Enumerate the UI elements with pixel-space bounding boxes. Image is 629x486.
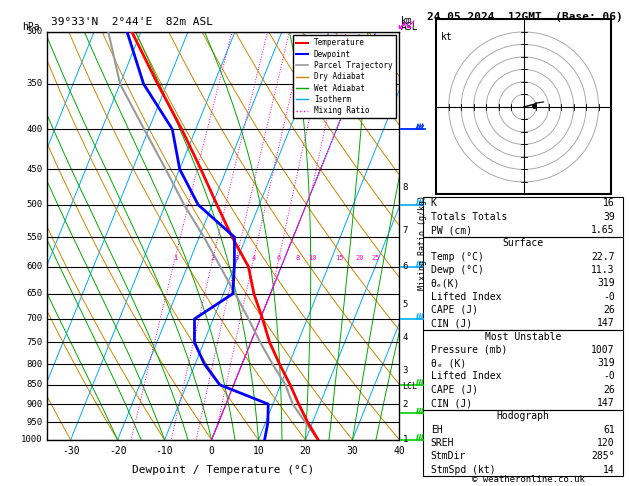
Text: 120: 120 xyxy=(597,438,615,448)
Text: 450: 450 xyxy=(26,165,43,174)
Text: EH: EH xyxy=(431,425,442,434)
Text: 8: 8 xyxy=(296,255,299,261)
Text: 800: 800 xyxy=(26,360,43,369)
Legend: Temperature, Dewpoint, Parcel Trajectory, Dry Adiabat, Wet Adiabat, Isotherm, Mi: Temperature, Dewpoint, Parcel Trajectory… xyxy=(293,35,396,118)
Text: Surface: Surface xyxy=(502,239,543,248)
Text: Pressure (mb): Pressure (mb) xyxy=(431,345,507,355)
Text: Most Unstable: Most Unstable xyxy=(484,331,561,342)
Text: 15: 15 xyxy=(336,255,344,261)
Text: Dewp (°C): Dewp (°C) xyxy=(431,265,484,275)
Text: Mixing Ratio (g/kg): Mixing Ratio (g/kg) xyxy=(418,195,427,291)
Text: 4: 4 xyxy=(403,333,408,342)
Text: 39: 39 xyxy=(603,212,615,222)
Text: 4: 4 xyxy=(252,255,256,261)
Text: 1000: 1000 xyxy=(21,435,43,444)
Text: -0: -0 xyxy=(603,371,615,382)
Text: 319: 319 xyxy=(597,358,615,368)
Text: 20: 20 xyxy=(299,446,311,456)
Text: 650: 650 xyxy=(26,289,43,298)
Text: 147: 147 xyxy=(597,318,615,328)
Text: StmDir: StmDir xyxy=(431,451,466,461)
Text: 6: 6 xyxy=(403,262,408,271)
Text: 22.7: 22.7 xyxy=(591,252,615,262)
Text: 20: 20 xyxy=(356,255,364,261)
Text: 1.65: 1.65 xyxy=(591,225,615,235)
Bar xyxy=(423,237,623,330)
Text: 3: 3 xyxy=(235,255,238,261)
Text: 16: 16 xyxy=(603,198,615,208)
Text: 600: 600 xyxy=(26,262,43,271)
Text: hPa: hPa xyxy=(22,22,40,32)
Text: 26: 26 xyxy=(603,305,615,315)
Text: LCL: LCL xyxy=(403,382,418,391)
Bar xyxy=(423,197,623,237)
Text: K: K xyxy=(431,198,437,208)
Text: km: km xyxy=(401,16,413,26)
Text: 285°: 285° xyxy=(591,451,615,461)
Text: 39°33'N  2°44'E  82m ASL: 39°33'N 2°44'E 82m ASL xyxy=(51,17,213,27)
Text: Lifted Index: Lifted Index xyxy=(431,292,501,302)
Text: 10: 10 xyxy=(308,255,316,261)
Text: 26: 26 xyxy=(603,385,615,395)
Text: 500: 500 xyxy=(26,200,43,209)
Bar xyxy=(423,330,623,410)
Text: 24.05.2024  12GMT  (Base: 06): 24.05.2024 12GMT (Base: 06) xyxy=(427,12,623,22)
Text: Lifted Index: Lifted Index xyxy=(431,371,501,382)
Text: 8: 8 xyxy=(403,183,408,192)
Text: 0: 0 xyxy=(209,446,214,456)
Text: 900: 900 xyxy=(26,399,43,409)
Text: 61: 61 xyxy=(603,425,615,434)
Text: 400: 400 xyxy=(26,124,43,134)
Text: Dewpoint / Temperature (°C): Dewpoint / Temperature (°C) xyxy=(132,465,314,475)
Text: 750: 750 xyxy=(26,338,43,347)
Text: θₑ(K): θₑ(K) xyxy=(431,278,460,288)
Text: 300: 300 xyxy=(26,27,43,36)
Text: -20: -20 xyxy=(109,446,126,456)
Text: Hodograph: Hodograph xyxy=(496,411,549,421)
Text: Totals Totals: Totals Totals xyxy=(431,212,507,222)
Text: CIN (J): CIN (J) xyxy=(431,318,472,328)
Bar xyxy=(423,410,623,476)
Text: StmSpd (kt): StmSpd (kt) xyxy=(431,465,495,475)
Text: -10: -10 xyxy=(156,446,174,456)
Text: CAPE (J): CAPE (J) xyxy=(431,305,477,315)
Text: CAPE (J): CAPE (J) xyxy=(431,385,477,395)
Text: ↙: ↙ xyxy=(404,17,416,31)
Text: 25: 25 xyxy=(372,255,381,261)
Text: 700: 700 xyxy=(26,314,43,323)
Text: 1: 1 xyxy=(403,435,408,444)
Text: 3: 3 xyxy=(403,366,408,375)
Text: -30: -30 xyxy=(62,446,79,456)
Text: 30: 30 xyxy=(347,446,359,456)
Text: PW (cm): PW (cm) xyxy=(431,225,472,235)
Text: SREH: SREH xyxy=(431,438,454,448)
Text: kt: kt xyxy=(441,32,453,42)
Text: © weatheronline.co.uk: © weatheronline.co.uk xyxy=(472,474,585,484)
Text: 319: 319 xyxy=(597,278,615,288)
Text: ASL: ASL xyxy=(401,22,419,32)
Text: 10: 10 xyxy=(253,446,264,456)
Text: 2: 2 xyxy=(403,399,408,409)
Text: 1: 1 xyxy=(173,255,177,261)
Text: 550: 550 xyxy=(26,233,43,242)
Text: 950: 950 xyxy=(26,418,43,427)
Text: 40: 40 xyxy=(394,446,405,456)
Text: 350: 350 xyxy=(26,79,43,88)
Text: 850: 850 xyxy=(26,380,43,389)
Text: ↙: ↙ xyxy=(396,20,407,33)
Text: 147: 147 xyxy=(597,398,615,408)
Text: -0: -0 xyxy=(603,292,615,302)
Text: 7: 7 xyxy=(403,226,408,235)
Text: CIN (J): CIN (J) xyxy=(431,398,472,408)
Text: 5: 5 xyxy=(403,299,408,309)
Text: Temp (°C): Temp (°C) xyxy=(431,252,484,262)
Text: 11.3: 11.3 xyxy=(591,265,615,275)
Text: 2: 2 xyxy=(211,255,215,261)
Text: 14: 14 xyxy=(603,465,615,475)
Text: 6: 6 xyxy=(277,255,281,261)
Text: 1007: 1007 xyxy=(591,345,615,355)
Text: θₑ (K): θₑ (K) xyxy=(431,358,466,368)
